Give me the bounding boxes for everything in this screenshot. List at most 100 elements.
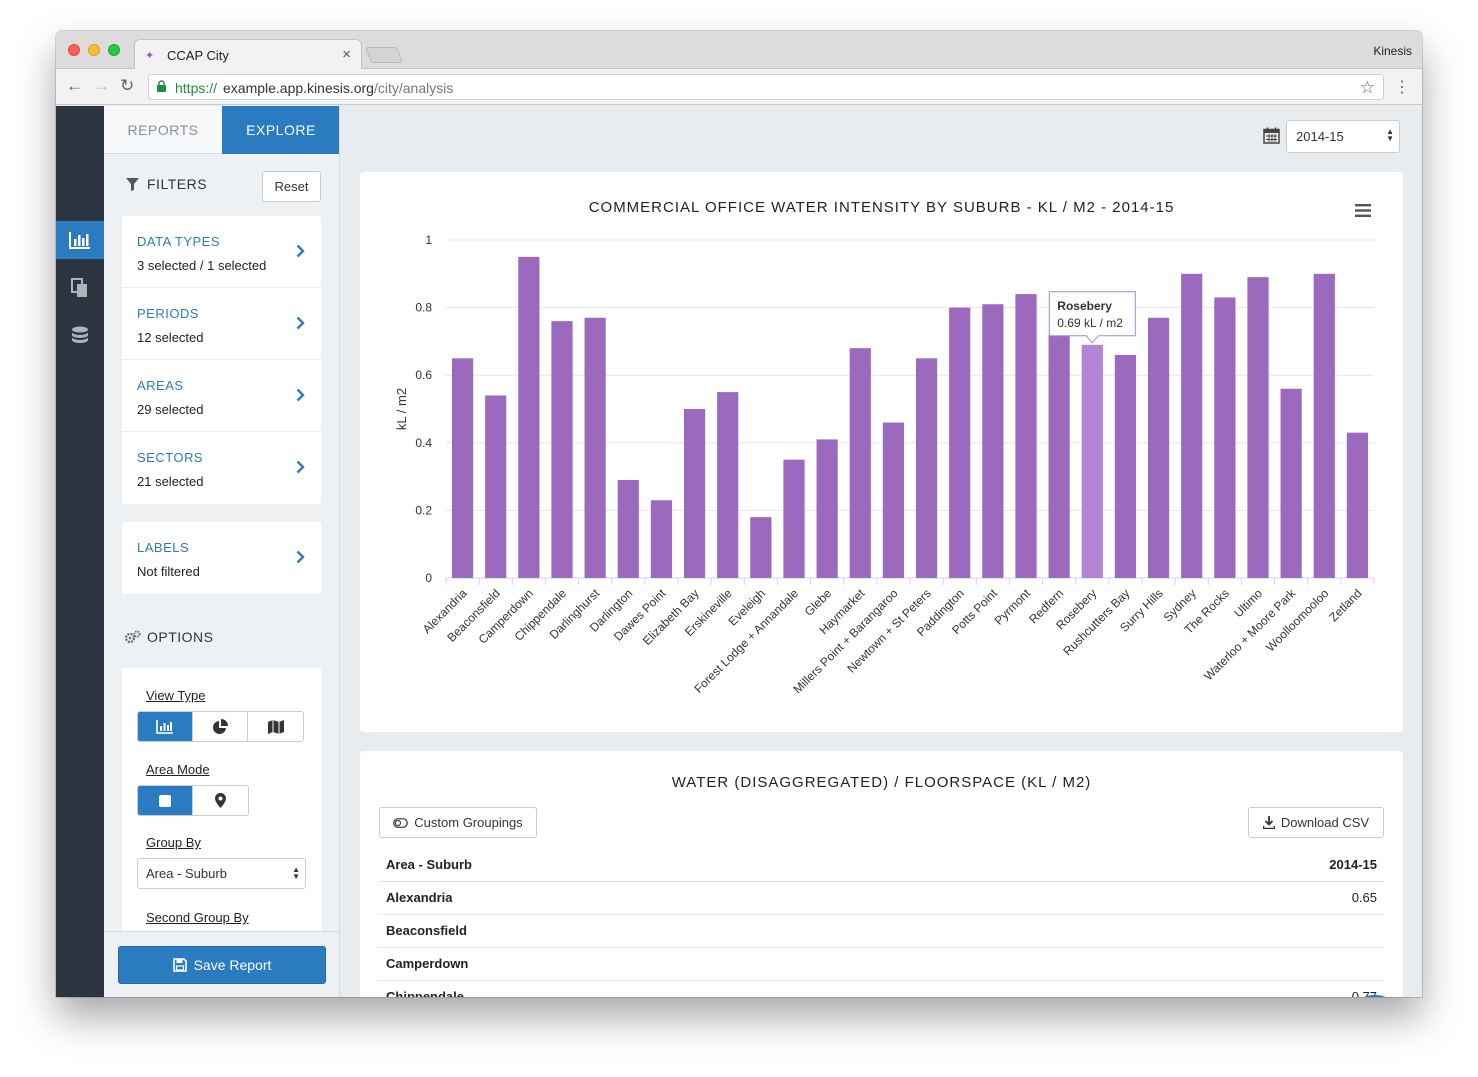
- minimize-window-button[interactable]: [88, 44, 100, 56]
- reload-icon[interactable]: ↻: [120, 76, 135, 95]
- bar-chart-icon: [156, 719, 173, 734]
- group-by-select[interactable]: Area - Suburb ▲ ▼: [137, 858, 306, 889]
- filter-sectors[interactable]: SECTORS 21 selected: [122, 432, 321, 504]
- new-tab-button[interactable]: [365, 47, 403, 63]
- bar: [1015, 294, 1037, 578]
- y-axis-label: kL / m2: [394, 388, 409, 430]
- view-map-button[interactable]: [248, 712, 303, 741]
- chat-launcher-button[interactable]: [1346, 995, 1404, 997]
- period-select[interactable]: 2014-15 ▲ ▼: [1286, 120, 1400, 153]
- chevron-right-icon: [296, 244, 305, 258]
- period-value: 2014-15: [1296, 129, 1344, 144]
- url-host: example.app.kinesis.org: [223, 80, 374, 96]
- filters-heading-text: FILTERS: [147, 176, 208, 192]
- y-tick-label: 0.2: [415, 503, 432, 517]
- lock-icon: [157, 80, 166, 92]
- filter-title: LABELS: [137, 540, 190, 555]
- bar: [1081, 344, 1103, 578]
- row-area: Chippendale: [379, 980, 1001, 997]
- bar: [617, 479, 639, 578]
- browser-titlebar: ✦ CCAP City × Kinesis: [56, 31, 1422, 70]
- url-scheme: https://: [175, 80, 218, 96]
- rail-data[interactable]: [56, 317, 104, 355]
- download-csv-button[interactable]: Download CSV: [1248, 807, 1384, 838]
- bar: [1181, 273, 1203, 578]
- save-report-label: Save Report: [193, 957, 272, 973]
- row-area: Camperdown: [379, 947, 1001, 981]
- custom-groupings-label: Custom Groupings: [414, 815, 523, 830]
- area-mode-point-button[interactable]: [193, 786, 248, 815]
- custom-groupings-button[interactable]: Custom Groupings: [379, 807, 537, 838]
- filter-value: 12 selected: [137, 330, 204, 345]
- y-tick-label: 0.4: [415, 436, 432, 450]
- filter-title: PERIODS: [137, 306, 200, 321]
- icon-rail: [56, 106, 104, 997]
- column-header-area[interactable]: Area - Suburb: [379, 848, 1001, 882]
- browser-tab[interactable]: ✦ CCAP City ×: [134, 39, 362, 70]
- bar: [584, 317, 606, 578]
- options-heading-text: OPTIONS: [147, 629, 214, 645]
- browser-menu-icon[interactable]: ⋮: [1394, 79, 1410, 96]
- app: REPORTS EXPLORE FILTERS Reset DATA TYPES…: [56, 106, 1422, 997]
- table-header-row: Area - Suburb 2014-15: [379, 848, 1384, 882]
- row-value: 0.77: [1000, 980, 1384, 997]
- options-card: View Type Area Mode: [122, 668, 321, 968]
- bar: [783, 459, 805, 578]
- table-row: Beaconsfield: [379, 914, 1384, 948]
- filter-areas[interactable]: AREAS 29 selected: [122, 360, 321, 432]
- chart-card: 0 0.2 0.4 0.6 0.8 1 kL / m2 Alexandria Beaconsfi…: [360, 172, 1403, 732]
- filter-data-types[interactable]: DATA TYPES 3 selected / 1 selected: [122, 216, 321, 288]
- filter-title: SECTORS: [137, 450, 204, 465]
- reset-button[interactable]: Reset: [262, 171, 321, 202]
- rail-reports[interactable]: [56, 269, 104, 307]
- tooltip-value: 0.69 kL / m2: [1057, 316, 1123, 330]
- rail-analysis[interactable]: [56, 221, 104, 259]
- view-bar-button[interactable]: [138, 712, 193, 741]
- bar: [882, 422, 905, 578]
- bar: [949, 307, 971, 578]
- view-pie-button[interactable]: [193, 712, 248, 741]
- tab-reports[interactable]: REPORTS: [127, 122, 199, 138]
- group-by-label: Group By: [146, 835, 201, 850]
- select-arrows-icon: ▲ ▼: [292, 865, 300, 881]
- area-mode-shape-button[interactable]: [138, 786, 193, 815]
- favicon-icon: ✦: [145, 50, 155, 62]
- column-header-period[interactable]: 2014-15: [1000, 848, 1384, 882]
- browser-window: ✦ CCAP City × Kinesis ← → ↻ https:// exa…: [56, 31, 1422, 997]
- filters-card: DATA TYPES 3 selected / 1 selected PERIO…: [122, 216, 321, 504]
- tab-close-icon[interactable]: ×: [342, 46, 351, 63]
- url-path: /city/analysis: [373, 80, 454, 96]
- save-report-button[interactable]: Save Report: [118, 946, 326, 984]
- bar: [1346, 432, 1369, 578]
- bar: [982, 304, 1004, 578]
- map-icon: [267, 719, 284, 734]
- bar: [717, 392, 739, 578]
- bookmark-star-icon[interactable]: ☆: [1359, 78, 1375, 97]
- filter-labels[interactable]: LABELS Not filtered: [122, 522, 321, 594]
- maximize-window-button[interactable]: [108, 44, 120, 56]
- back-arrow-icon[interactable]: ←: [66, 76, 83, 95]
- forward-arrow-icon[interactable]: →: [93, 76, 110, 95]
- bar: [1114, 354, 1137, 578]
- url-field[interactable]: https:// example.app.kinesis.org/city/an…: [148, 74, 1384, 100]
- chart-menu-icon[interactable]: [1355, 204, 1371, 217]
- options-heading: OPTIONS: [124, 629, 214, 645]
- tab-explore[interactable]: EXPLORE: [222, 106, 339, 154]
- filter-periods[interactable]: PERIODS 12 selected: [122, 288, 321, 360]
- download-csv-label: Download CSV: [1280, 815, 1370, 830]
- bar: [849, 348, 871, 578]
- profile-name[interactable]: Kinesis: [1373, 44, 1412, 58]
- bar: [1147, 317, 1170, 578]
- table-title: WATER (DISAGGREGATED) / FLOORSPACE (KL /…: [671, 774, 1092, 791]
- sidebar: REPORTS EXPLORE FILTERS Reset DATA TYPES…: [104, 106, 340, 997]
- close-window-button[interactable]: [68, 44, 80, 56]
- y-tick-label: 0.6: [415, 368, 432, 382]
- download-icon: [1262, 816, 1275, 829]
- map-marker-icon: [215, 793, 226, 808]
- bar: [451, 358, 474, 578]
- bar: [1280, 388, 1302, 578]
- filter-value: 29 selected: [137, 402, 204, 417]
- y-tick-label: 1: [425, 233, 432, 247]
- pie-chart-icon: [213, 718, 228, 734]
